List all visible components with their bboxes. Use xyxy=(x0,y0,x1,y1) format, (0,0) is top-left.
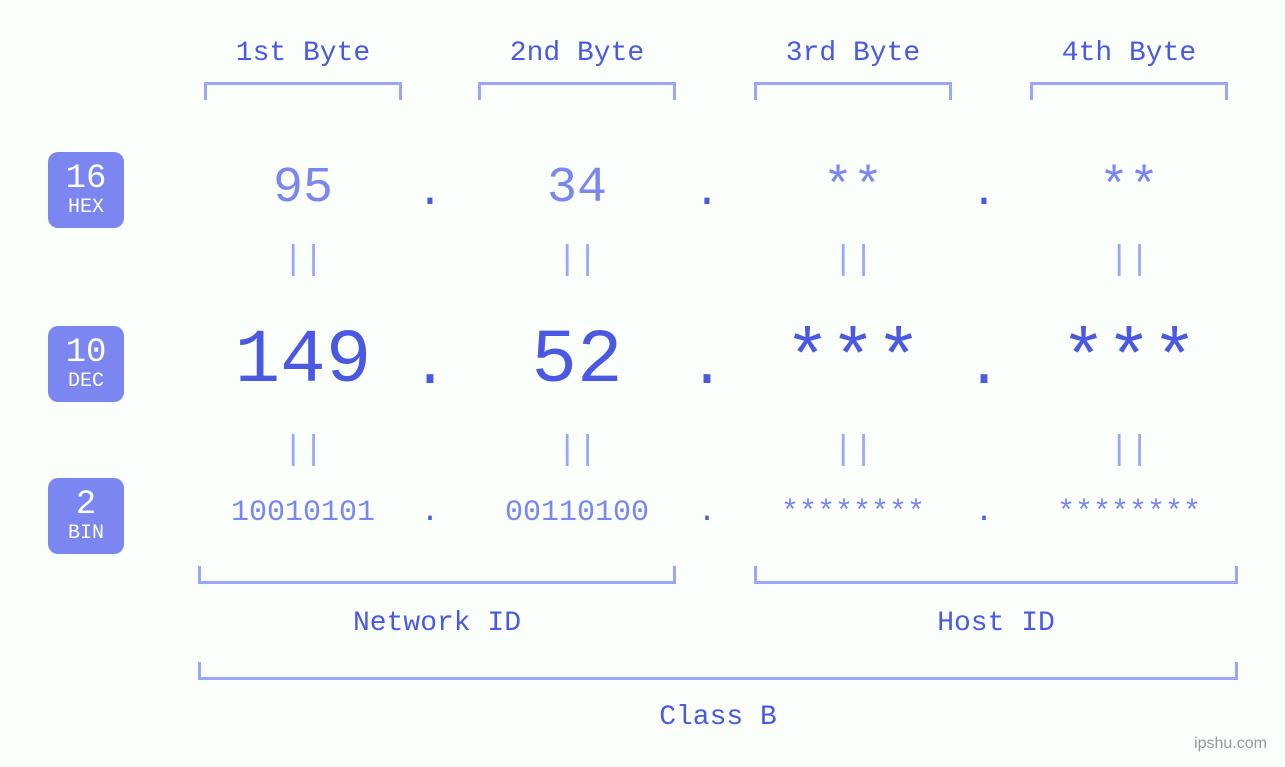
eq-hex-dec-4: || xyxy=(1109,242,1149,280)
eq-dec-bin-4: || xyxy=(1109,432,1149,470)
bracket-byte-2 xyxy=(478,82,676,100)
byte-header-3: 3rd Byte xyxy=(753,38,953,69)
dec-byte-4: *** xyxy=(999,318,1259,404)
bin-dot-3: . xyxy=(964,496,1004,530)
hex-byte-1: 95 xyxy=(203,160,403,217)
label-host-id: Host ID xyxy=(754,608,1238,639)
bin-byte-3: ******** xyxy=(723,496,983,530)
label-network-id: Network ID xyxy=(198,608,676,639)
bracket-host-id xyxy=(754,566,1238,584)
eq-dec-bin-3: || xyxy=(833,432,873,470)
dec-dot-1: . xyxy=(410,334,450,402)
badge-bin: 2 BIN xyxy=(48,478,124,554)
bracket-network-id xyxy=(198,566,676,584)
hex-dot-3: . xyxy=(964,168,1004,218)
badge-dec-num: 10 xyxy=(66,336,107,372)
bin-dot-2: . xyxy=(687,496,727,530)
byte-header-2: 2nd Byte xyxy=(477,38,677,69)
badge-dec-label: DEC xyxy=(68,371,104,392)
dec-dot-3: . xyxy=(964,334,1004,402)
bracket-byte-1 xyxy=(204,82,402,100)
badge-hex: 16 HEX xyxy=(48,152,124,228)
label-class: Class B xyxy=(198,702,1238,733)
eq-hex-dec-2: || xyxy=(557,242,597,280)
hex-dot-2: . xyxy=(687,168,727,218)
bracket-byte-4 xyxy=(1030,82,1228,100)
byte-header-1: 1st Byte xyxy=(203,38,403,69)
badge-bin-num: 2 xyxy=(76,488,96,524)
byte-header-4: 4th Byte xyxy=(1029,38,1229,69)
eq-dec-bin-2: || xyxy=(557,432,597,470)
badge-dec: 10 DEC xyxy=(48,326,124,402)
dec-byte-1: 149 xyxy=(173,318,433,404)
eq-hex-dec-1: || xyxy=(283,242,323,280)
dec-dot-2: . xyxy=(687,334,727,402)
hex-byte-3: ** xyxy=(753,160,953,217)
bin-byte-1: 10010101 xyxy=(173,496,433,530)
bracket-byte-3 xyxy=(754,82,952,100)
watermark: ipshu.com xyxy=(1194,735,1267,753)
bin-dot-1: . xyxy=(410,496,450,530)
badge-hex-num: 16 xyxy=(66,162,107,198)
bracket-class xyxy=(198,662,1238,680)
badge-hex-label: HEX xyxy=(68,197,104,218)
hex-dot-1: . xyxy=(410,168,450,218)
hex-byte-4: ** xyxy=(1029,160,1229,217)
bin-byte-2: 00110100 xyxy=(447,496,707,530)
dec-byte-2: 52 xyxy=(447,318,707,404)
bin-byte-4: ******** xyxy=(999,496,1259,530)
badge-bin-label: BIN xyxy=(68,523,104,544)
eq-hex-dec-3: || xyxy=(833,242,873,280)
eq-dec-bin-1: || xyxy=(283,432,323,470)
dec-byte-3: *** xyxy=(723,318,983,404)
hex-byte-2: 34 xyxy=(477,160,677,217)
